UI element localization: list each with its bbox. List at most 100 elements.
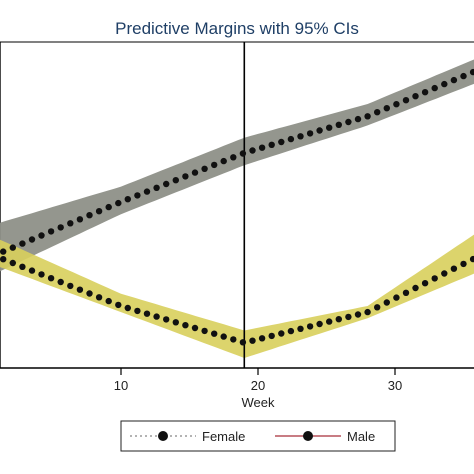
male-point xyxy=(0,256,7,263)
female-point xyxy=(278,138,285,146)
legend-male-label: Male xyxy=(347,429,375,444)
female-point xyxy=(268,141,275,148)
female-point xyxy=(57,224,64,231)
female-point xyxy=(191,169,199,176)
female-point xyxy=(105,203,112,211)
female-point xyxy=(95,208,103,215)
male-point xyxy=(316,320,323,328)
female-point xyxy=(335,121,342,128)
x-tick-label: 30 xyxy=(388,378,402,393)
male-point xyxy=(441,270,448,277)
male-ci-band xyxy=(0,234,474,358)
x-axis-ticks: 10 20 30 xyxy=(114,368,402,393)
male-point xyxy=(239,339,247,346)
male-point xyxy=(201,327,208,335)
male-point xyxy=(306,323,314,330)
female-point xyxy=(421,89,429,96)
male-point xyxy=(19,263,26,270)
female-point xyxy=(364,113,371,120)
female-point xyxy=(0,248,7,255)
female-point xyxy=(211,161,218,169)
female-point xyxy=(67,220,74,227)
male-point xyxy=(134,307,141,315)
female-point xyxy=(258,144,266,151)
confidence-bands xyxy=(0,59,474,358)
female-point xyxy=(412,93,419,100)
male-point xyxy=(278,330,285,337)
male-point xyxy=(172,319,179,326)
female-point xyxy=(143,188,151,195)
male-point xyxy=(469,255,474,263)
female-point xyxy=(76,216,84,223)
female-point xyxy=(287,135,295,143)
series-points xyxy=(0,68,474,346)
female-point xyxy=(450,76,458,84)
male-point xyxy=(57,278,64,286)
x-tick-label: 10 xyxy=(114,378,128,393)
female-point xyxy=(153,184,160,191)
male-point xyxy=(38,271,45,278)
female-point xyxy=(326,124,333,131)
male-point xyxy=(76,286,84,293)
male-point xyxy=(412,284,419,292)
legend-item-female: Female xyxy=(130,429,245,444)
female-point xyxy=(393,101,400,108)
male-point xyxy=(450,265,458,272)
male-point xyxy=(86,290,93,297)
male-point xyxy=(268,332,275,340)
male-point xyxy=(402,289,410,296)
female-point xyxy=(182,173,189,180)
female-point xyxy=(383,105,390,112)
female-point xyxy=(86,212,93,219)
x-axis-label: Week xyxy=(242,395,275,410)
male-point xyxy=(115,301,122,309)
male-point xyxy=(47,275,55,282)
female-point xyxy=(469,68,474,76)
male-point xyxy=(354,311,362,318)
female-point xyxy=(402,97,410,104)
male-point xyxy=(383,299,390,306)
male-point xyxy=(393,294,400,301)
male-point xyxy=(211,330,218,337)
male-point xyxy=(364,308,371,316)
female-point xyxy=(172,177,179,184)
female-point xyxy=(28,236,36,243)
legend: Female Male xyxy=(120,420,396,452)
chart-title: Predictive Margins with 95% CIs xyxy=(115,19,359,38)
male-point xyxy=(421,280,429,287)
female-ci-band xyxy=(0,59,474,272)
female-point xyxy=(201,165,208,172)
female-point xyxy=(306,130,314,137)
legend-female-marker xyxy=(158,431,168,441)
female-point xyxy=(124,196,131,203)
female-point xyxy=(230,154,237,161)
female-point xyxy=(115,199,122,207)
legend-male-marker xyxy=(303,431,313,441)
female-point xyxy=(345,118,352,126)
male-point xyxy=(95,294,103,301)
male-point xyxy=(287,327,295,335)
male-point xyxy=(460,260,467,268)
female-point xyxy=(19,240,26,247)
female-point xyxy=(239,150,247,157)
female-point xyxy=(441,80,448,88)
male-point xyxy=(143,310,151,317)
female-point xyxy=(9,244,16,251)
male-point xyxy=(345,313,352,321)
x-tick-label: 20 xyxy=(251,378,265,393)
female-point xyxy=(47,228,55,235)
male-point xyxy=(9,259,16,267)
male-point xyxy=(326,318,333,325)
female-point xyxy=(354,115,362,123)
female-point xyxy=(220,157,227,165)
male-point xyxy=(153,313,160,320)
male-point xyxy=(431,275,438,282)
female-point xyxy=(316,127,323,134)
male-point xyxy=(105,297,112,305)
legend-item-male: Male xyxy=(275,429,375,444)
female-point xyxy=(374,109,381,116)
male-point xyxy=(258,335,266,342)
female-point xyxy=(134,192,141,199)
female-point xyxy=(431,84,438,92)
